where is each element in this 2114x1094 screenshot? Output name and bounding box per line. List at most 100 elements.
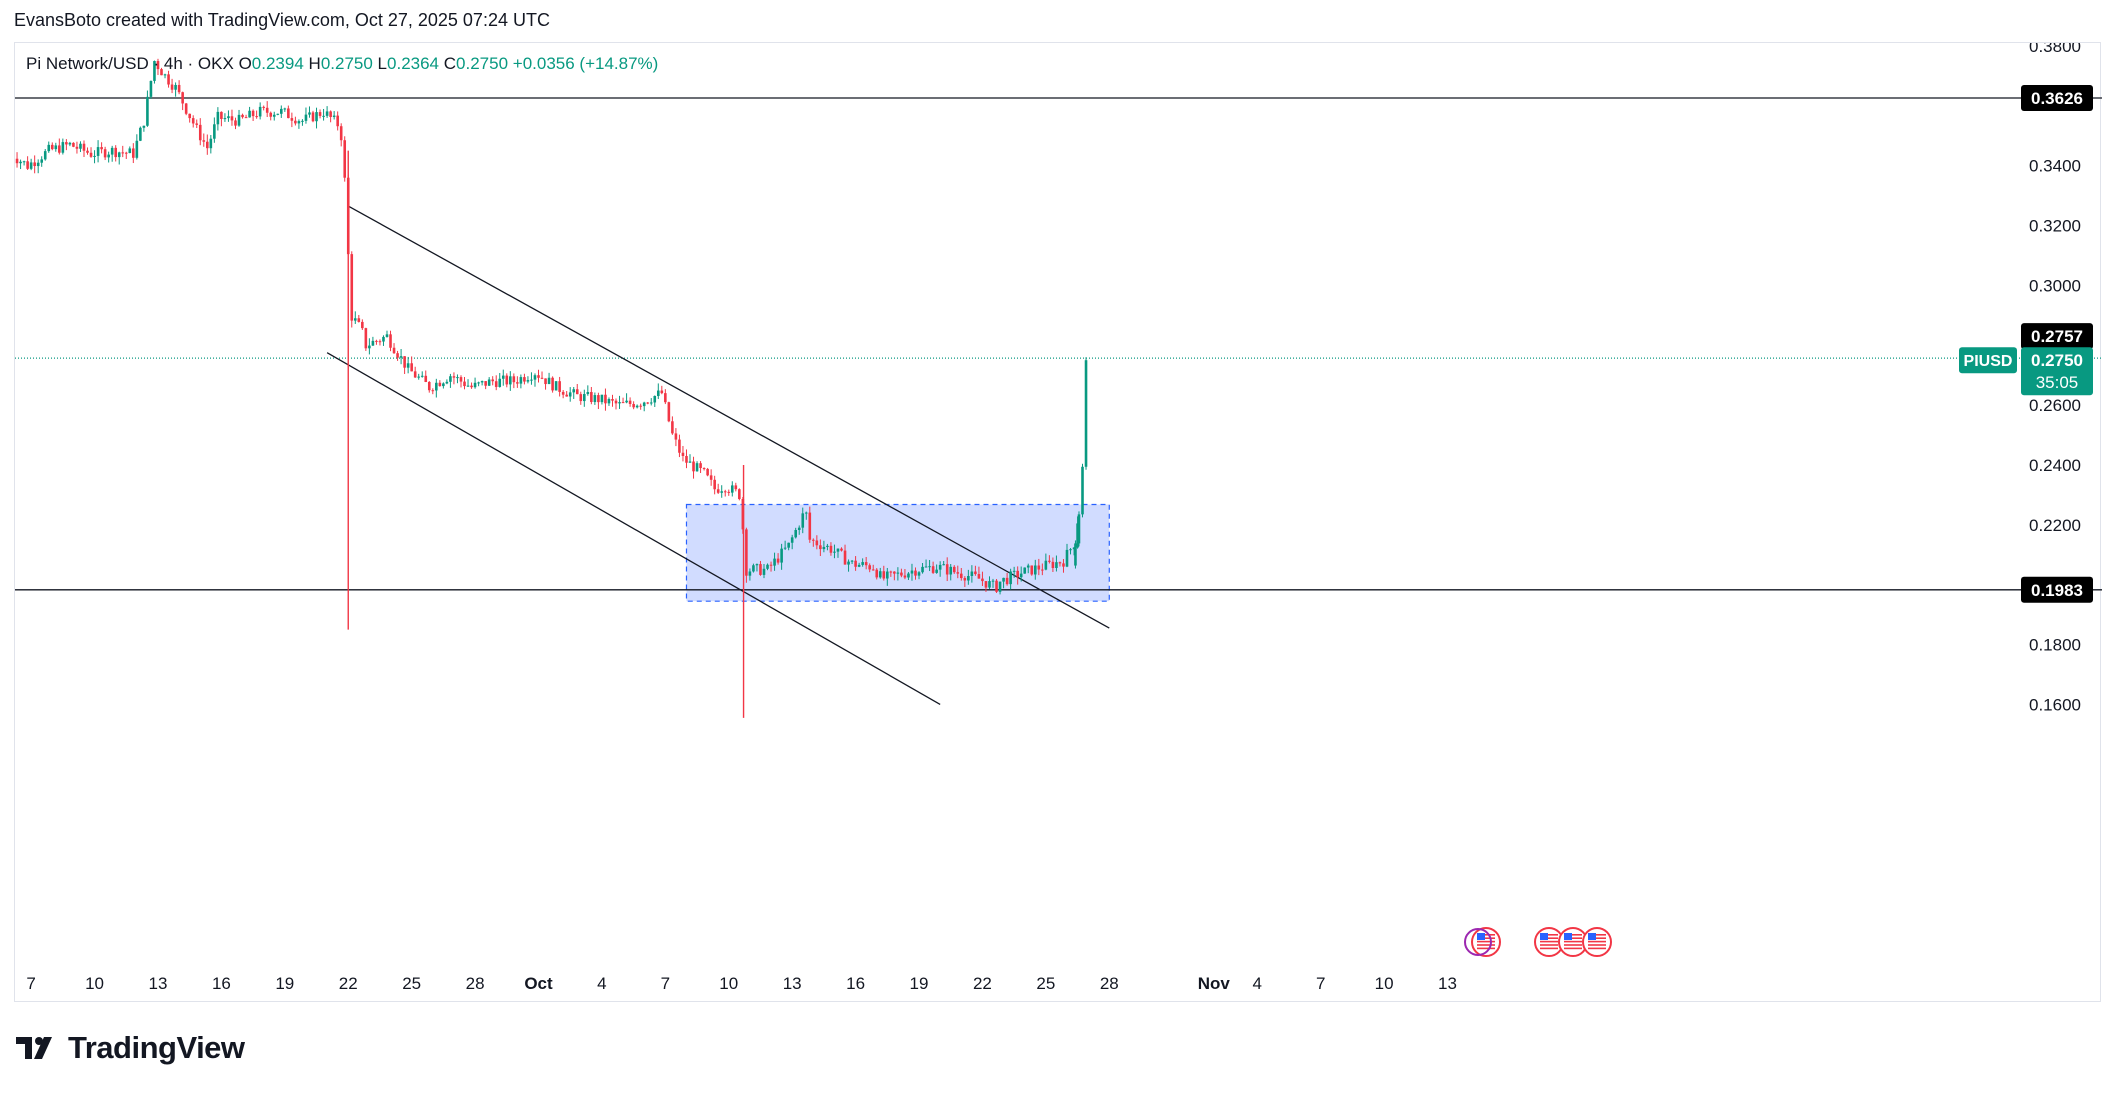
candle <box>227 110 230 122</box>
candle <box>583 389 586 407</box>
event-marker-icon[interactable] <box>1464 928 1492 956</box>
candle-body <box>135 140 139 158</box>
candle-body <box>424 375 428 382</box>
candle-body <box>371 340 375 346</box>
candle <box>420 371 424 378</box>
candle-body <box>473 382 477 388</box>
candle <box>431 388 435 395</box>
price-chart[interactable]: 0.3800 0.3400 0.3200 0.3000 0.2600 0.2400 0.22… <box>15 43 2102 1003</box>
candle <box>523 373 526 385</box>
candle-body <box>709 475 713 480</box>
candle-body <box>420 375 424 377</box>
candle <box>1009 568 1012 590</box>
candle-body <box>294 120 297 124</box>
candle-body <box>220 111 223 119</box>
price-badge-0.3626[interactable]: 0.3626 <box>2021 85 2093 111</box>
candle <box>382 335 385 346</box>
candle-body <box>297 121 301 124</box>
candle-body <box>738 489 741 499</box>
candle <box>949 564 953 581</box>
candle <box>449 373 452 388</box>
candle <box>297 119 301 129</box>
candle <box>618 395 621 409</box>
candle <box>762 563 766 579</box>
candle-body <box>734 485 738 490</box>
candle <box>29 158 33 171</box>
candle-body <box>357 318 361 322</box>
candle <box>124 151 128 159</box>
candle <box>773 552 776 571</box>
candle <box>389 330 392 352</box>
candle-body <box>607 399 611 404</box>
candle-body <box>100 147 103 150</box>
candle-body <box>1084 360 1088 467</box>
candle-body <box>575 389 579 395</box>
trendline-2[interactable] <box>326 352 941 706</box>
candle <box>114 145 117 162</box>
range-zone[interactable] <box>685 503 1110 602</box>
candle-body <box>258 106 262 117</box>
candle-body <box>339 126 343 141</box>
candle-body <box>681 452 685 456</box>
candle <box>995 578 998 593</box>
candle-body <box>128 148 132 154</box>
candle <box>132 143 135 164</box>
chart-area[interactable]: 0.3800 0.3400 0.3200 0.3000 0.2600 0.2400 0.22… <box>14 42 2102 1003</box>
candle-body <box>350 254 354 321</box>
candle <box>406 356 410 374</box>
tradingview-logo[interactable]: TradingView <box>16 1030 245 1066</box>
candle-body <box>1044 560 1048 570</box>
candle <box>456 374 459 384</box>
candle <box>836 548 840 558</box>
candle <box>385 330 389 338</box>
candle-body <box>368 345 371 349</box>
candle-body <box>114 147 117 158</box>
candle <box>1019 566 1023 582</box>
candle-body <box>181 92 184 104</box>
candle <box>681 445 685 462</box>
trendline-1[interactable] <box>347 205 1110 629</box>
candle-body <box>614 400 618 404</box>
symbol-tag[interactable]: PIUSD <box>1959 347 2017 374</box>
candle-body <box>949 566 953 575</box>
candle <box>854 556 857 571</box>
flag-stripe <box>1477 944 1495 946</box>
candle-body <box>494 381 498 387</box>
candle-body <box>103 149 107 158</box>
candle-body <box>399 356 403 358</box>
us-flag-event-icon[interactable] <box>1471 927 1501 957</box>
us-flag-event-icon[interactable] <box>1582 927 1612 957</box>
candle-body <box>438 382 442 387</box>
candle-body <box>967 575 970 581</box>
us-flag-event-icon[interactable] <box>1534 927 1564 957</box>
candle-body <box>202 140 206 142</box>
candle <box>484 381 487 390</box>
candle-body <box>864 562 868 566</box>
candle-body <box>223 118 227 120</box>
candle-body <box>741 498 745 530</box>
us-flag-event-icon[interactable] <box>1558 927 1588 957</box>
candle-body <box>156 61 160 70</box>
candle-body <box>410 363 413 372</box>
candle <box>72 142 75 148</box>
candle <box>730 481 734 497</box>
candle <box>903 568 907 580</box>
candle <box>177 80 181 95</box>
price-badge-0.2757[interactable]: 0.2757 <box>2021 323 2093 350</box>
candle-body <box>1069 549 1072 551</box>
candle <box>1077 511 1081 547</box>
candle-body <box>72 142 75 147</box>
candle <box>325 106 329 118</box>
candle-body <box>547 377 551 385</box>
candle-body <box>713 479 716 490</box>
candle <box>237 109 241 127</box>
candle <box>819 539 822 557</box>
candle <box>512 373 516 389</box>
candle <box>604 388 607 411</box>
last-price-badge[interactable]: 0.2750 35:05 <box>2021 347 2093 396</box>
candle-body <box>75 146 79 149</box>
candle <box>769 561 773 572</box>
price-badge-0.1983[interactable]: 0.1983 <box>2021 576 2093 603</box>
candle-body <box>604 394 607 404</box>
candle-body <box>82 143 86 151</box>
